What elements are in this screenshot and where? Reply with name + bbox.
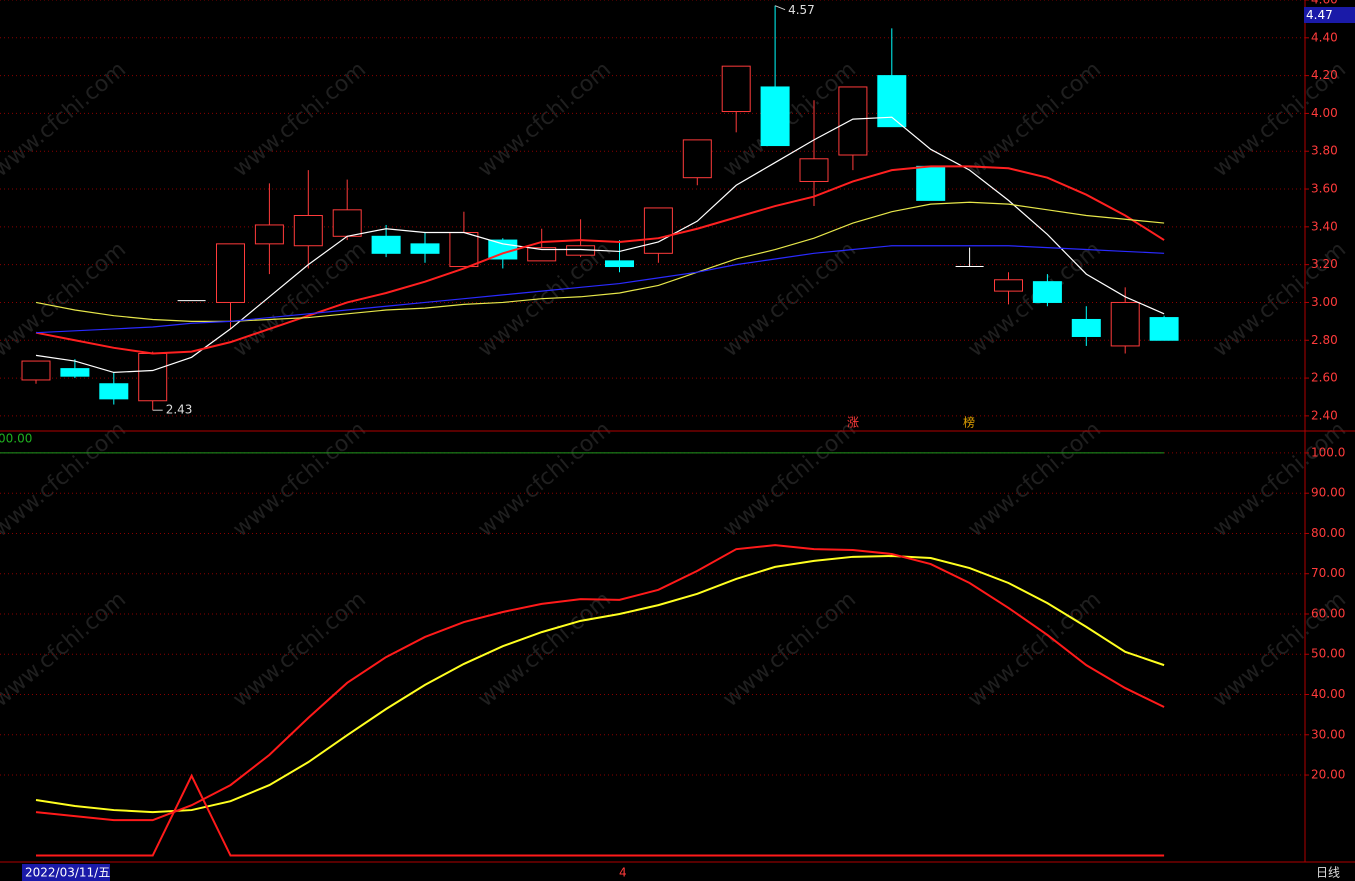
candle-body bbox=[838, 86, 868, 156]
left-label: 00.00 bbox=[0, 432, 32, 446]
candle-body bbox=[1071, 318, 1101, 337]
candle-body bbox=[216, 243, 245, 303]
date: 2022/03/11/五 bbox=[25, 866, 110, 880]
y-tick-label: 60.00 bbox=[1311, 606, 1345, 620]
candle-body bbox=[916, 165, 946, 201]
line bbox=[36, 773, 1165, 857]
candle-body bbox=[371, 235, 401, 254]
candle-body bbox=[254, 224, 284, 245]
candle-body bbox=[682, 139, 712, 179]
y-tick-label: 3.00 bbox=[1311, 295, 1338, 309]
y-tick-label: 3.40 bbox=[1311, 219, 1338, 233]
annotation-arrow bbox=[774, 5, 786, 11]
candle-body bbox=[760, 86, 790, 147]
y-tick-label: 30.00 bbox=[1311, 727, 1345, 741]
candle-body bbox=[332, 209, 362, 237]
y-tick-label: 2.60 bbox=[1311, 371, 1338, 385]
y-tick-label: 90.00 bbox=[1311, 486, 1345, 500]
candle-body bbox=[293, 215, 323, 247]
y-tick-label: 3.80 bbox=[1311, 144, 1338, 158]
signal: 榜 bbox=[963, 415, 975, 430]
y-tick-label: 2.40 bbox=[1311, 408, 1338, 422]
candle-body bbox=[1032, 281, 1062, 303]
y-tick-label: 70.00 bbox=[1311, 566, 1345, 580]
candle-body bbox=[527, 247, 557, 262]
y-tick-label: 4.00 bbox=[1311, 106, 1338, 120]
line bbox=[35, 245, 1165, 334]
candle-body bbox=[410, 243, 440, 254]
y-tick-label: 80.00 bbox=[1311, 526, 1345, 540]
y-tick-label: 4.60 bbox=[1311, 0, 1338, 7]
line bbox=[35, 165, 1165, 355]
annotation: 2.43 bbox=[166, 403, 193, 417]
candle-body bbox=[799, 158, 829, 182]
signal: 涨 bbox=[847, 415, 859, 430]
last-price-box bbox=[1304, 7, 1355, 23]
y-tick-label: 20.00 bbox=[1311, 768, 1345, 782]
candle-body bbox=[99, 383, 129, 400]
y-tick-label: 4.20 bbox=[1311, 68, 1338, 82]
y-tick-label: 100.0 bbox=[1311, 445, 1345, 459]
candle-body bbox=[21, 360, 51, 381]
candle-body bbox=[643, 207, 673, 254]
candle-body bbox=[60, 368, 90, 377]
candle-body bbox=[721, 65, 751, 113]
last-price: 4.47 bbox=[1306, 8, 1333, 22]
line bbox=[35, 116, 1165, 374]
candle-body bbox=[1110, 301, 1140, 347]
y-tick-label: 4.40 bbox=[1311, 30, 1338, 44]
annotation: 4.57 bbox=[788, 3, 815, 17]
candle-body bbox=[994, 279, 1023, 292]
line bbox=[35, 555, 1165, 814]
y-tick-label: 3.60 bbox=[1311, 182, 1338, 196]
y-tick-label: 50.00 bbox=[1311, 647, 1345, 661]
candle-body bbox=[449, 232, 479, 268]
candle-body bbox=[605, 260, 634, 268]
period: 日线 bbox=[1316, 866, 1340, 880]
marker: 4 bbox=[619, 866, 627, 880]
y-tick-label: 3.20 bbox=[1311, 257, 1338, 271]
candle-body bbox=[1149, 317, 1179, 341]
y-tick-label: 40.00 bbox=[1311, 687, 1345, 701]
candle-body bbox=[138, 352, 168, 402]
candle-body bbox=[877, 75, 907, 128]
line bbox=[35, 544, 1165, 822]
y-tick-label: 2.80 bbox=[1311, 333, 1338, 347]
date-box bbox=[22, 864, 110, 881]
